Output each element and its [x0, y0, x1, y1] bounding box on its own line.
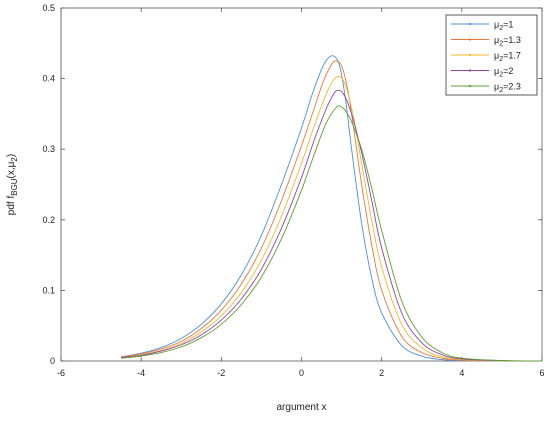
series-line-2 — [121, 60, 543, 362]
legend-marker-1 — [468, 22, 472, 26]
legend-marker-5 — [468, 84, 472, 88]
series-line-1 — [121, 55, 543, 362]
y-axis-title-paren-subscript: 2 — [10, 157, 19, 162]
legend: μ2=1μ2=1.3μ2=1.7μ2=2μ2=2.3 — [445, 14, 538, 96]
legend-label-subscript: 2 — [499, 56, 503, 63]
legend-label-value: =2.3 — [503, 82, 521, 92]
axis-ticks: -6 -4 -2 0 2 4 6 0 0.1 0.2 0.3 0.4 0.5 — [42, 3, 544, 378]
x-axis-title: argument x — [276, 402, 326, 413]
x-tick-label: 0 — [299, 368, 304, 378]
x-tick-label: -6 — [57, 368, 65, 378]
legend-label-base: μ — [494, 20, 499, 30]
y-axis-title-subscript: BGU — [10, 178, 19, 196]
y-tick-label: 0.2 — [42, 215, 55, 225]
y-tick-label: 0.4 — [42, 74, 55, 84]
legend-label-value: =1.7 — [503, 51, 521, 61]
legend-label-value: =2 — [503, 66, 513, 76]
legend-label-value: =1.3 — [503, 35, 521, 45]
series-line-3 — [121, 75, 543, 362]
y-axis-title-paren-close: ) — [6, 154, 17, 157]
y-axis-title-prefix: pdf f — [6, 196, 17, 216]
x-tick-label: 6 — [539, 368, 544, 378]
y-tick-label: 0 — [50, 356, 55, 366]
legend-label-1: μ2=1 — [494, 20, 513, 33]
legend-label-5: μ2=2.3 — [494, 82, 521, 95]
legend-label-3: μ2=1.7 — [494, 51, 521, 64]
y-tick-label: 0.1 — [42, 285, 55, 295]
series-line-5 — [121, 105, 543, 362]
legend-label-2: μ2=1.3 — [494, 35, 521, 48]
x-tick-label: 2 — [379, 368, 384, 378]
legend-label-subscript: 2 — [499, 25, 503, 32]
y-tick-label: 0.3 — [42, 144, 55, 154]
legend-label-base: μ — [494, 51, 499, 61]
legend-marker-2 — [468, 38, 472, 41]
x-tick-label: -2 — [217, 368, 225, 378]
y-axis-title: pdf fBGU(x,μ2) — [6, 154, 19, 215]
y-axis-title-paren-open: (x,μ — [6, 161, 17, 178]
x-tick-label: -4 — [137, 368, 145, 378]
legend-label-subscript: 2 — [499, 72, 503, 79]
legend-label-4: μ2=2 — [494, 66, 513, 79]
legend-label-base: μ — [494, 82, 499, 92]
legend-marker-3 — [468, 53, 472, 57]
y-tick-label: 0.5 — [42, 3, 55, 13]
legend-label-base: μ — [494, 66, 499, 76]
legend-label-subscript: 2 — [499, 87, 503, 94]
legend-label-subscript: 2 — [499, 41, 503, 48]
legend-label-value: =1 — [503, 20, 513, 30]
legend-label-base: μ — [494, 35, 499, 45]
legend-marker-4 — [468, 69, 472, 72]
x-tick-label: 4 — [459, 368, 464, 378]
legend-entries: μ2=1μ2=1.3μ2=1.7μ2=2μ2=2.3 — [451, 20, 521, 95]
series-line-4 — [121, 90, 543, 362]
series-lines — [121, 55, 543, 362]
